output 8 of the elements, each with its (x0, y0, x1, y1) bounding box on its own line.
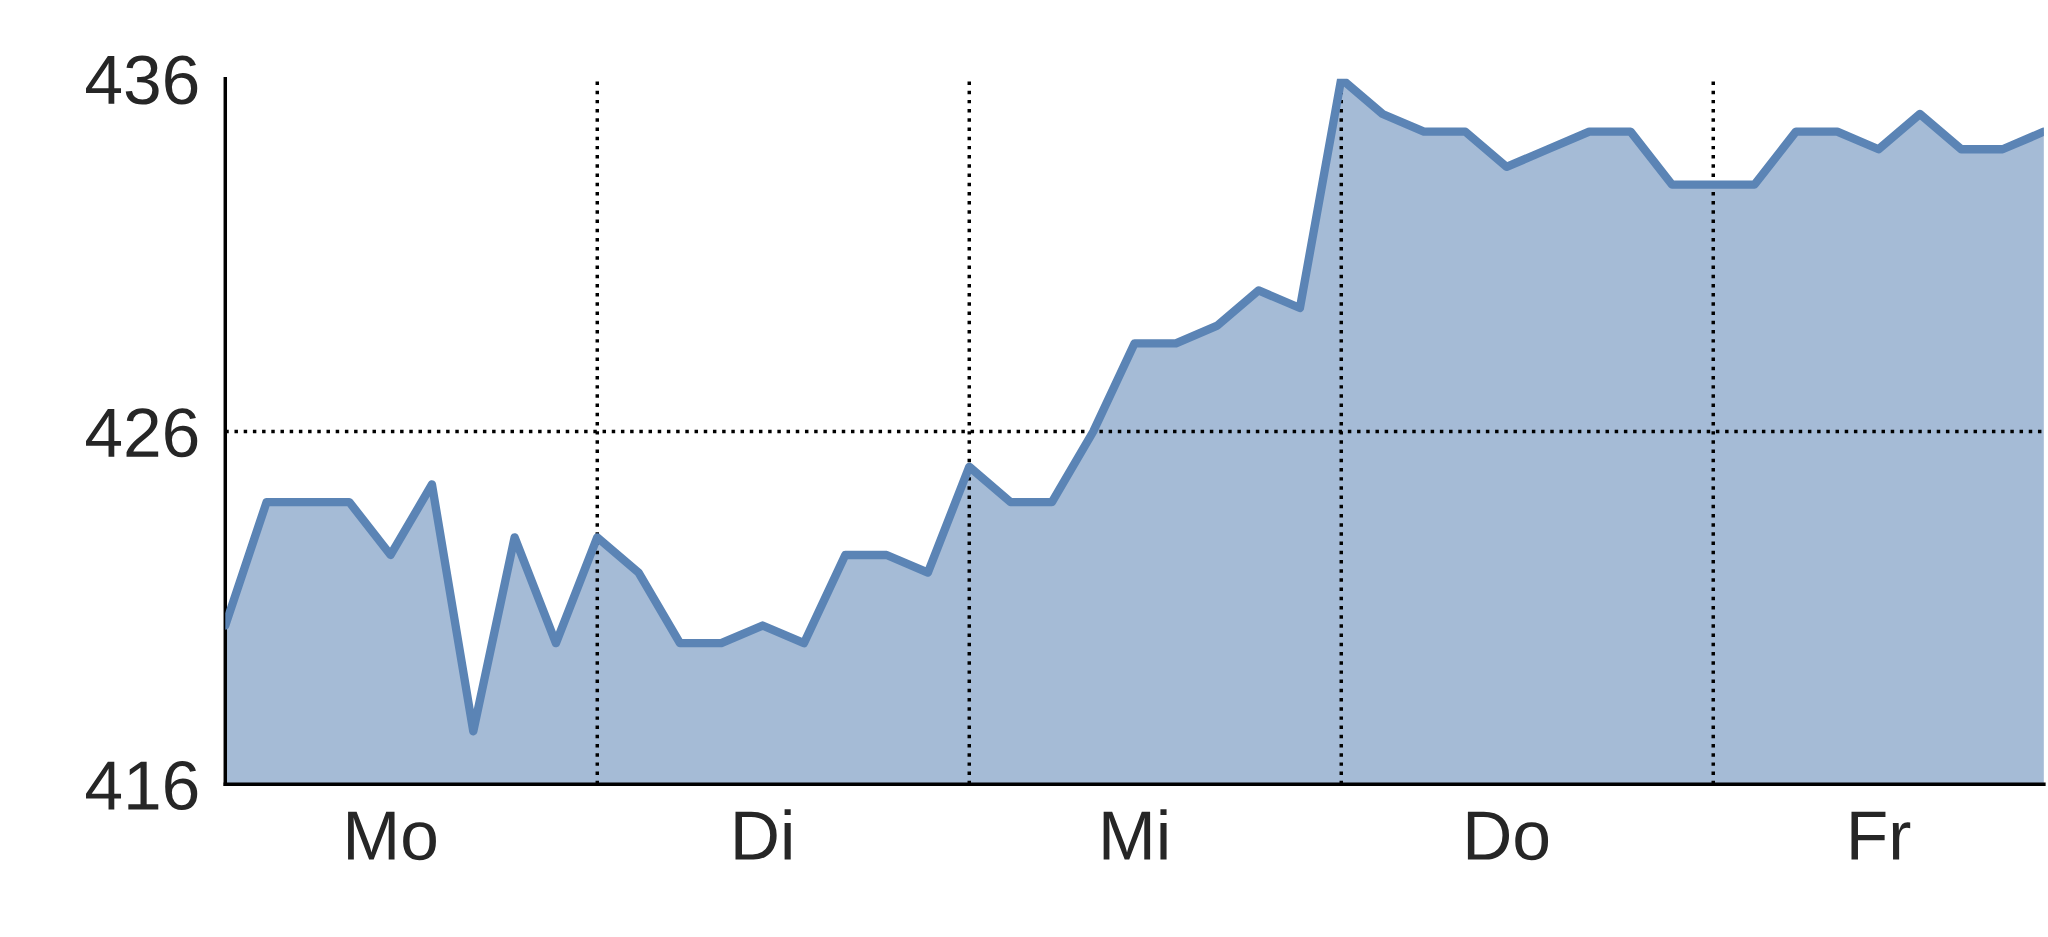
x-tick-label: Di (735, 809, 791, 860)
y-tick-label: 416 (86, 760, 198, 811)
y-tick-label: 436 (86, 55, 198, 105)
x-tick-label: Fr (1851, 811, 1911, 860)
x-tick-label: Mo (348, 811, 436, 861)
x-tick-label: Do (1467, 811, 1549, 861)
x-tick-label: Mi (1103, 809, 1167, 860)
y-tick-label: 426 (86, 408, 198, 458)
